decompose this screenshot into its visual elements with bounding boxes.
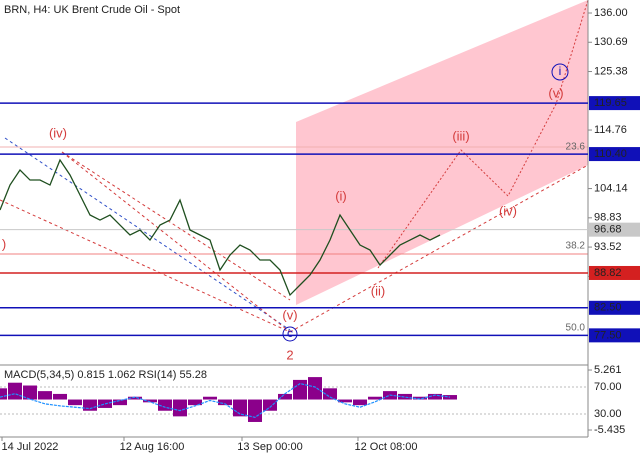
- macd-bar: [293, 379, 307, 400]
- y2-tick-label: 30.00: [594, 408, 622, 420]
- trend-lines: [0, 0, 589, 333]
- forecast-channel: [296, 0, 588, 305]
- y-tick-label: 98.83: [594, 212, 622, 224]
- macd-bar: [188, 399, 202, 406]
- macd-bar: [278, 393, 292, 400]
- trend-line: [0, 199, 291, 333]
- macd-bar: [218, 399, 232, 406]
- x-tick-label: 14 Jul 2022: [2, 441, 59, 453]
- macd-bar: [368, 396, 382, 400]
- price-line: [0, 158, 441, 297]
- macd-bar: [353, 399, 367, 406]
- wave-label: (v): [282, 307, 297, 322]
- x-tick-label: 12 Aug 16:00: [120, 441, 185, 453]
- macd-bar: [38, 391, 52, 400]
- fib-label: 23.6: [566, 142, 586, 153]
- macd-bar: [128, 396, 142, 400]
- y-tick-label: 114.76: [594, 124, 627, 136]
- level-label-box: [589, 265, 640, 280]
- level-label-box: [589, 328, 640, 343]
- level-label: 110.40: [594, 148, 627, 160]
- y-tick-label: 130.69: [594, 36, 628, 48]
- macd-bar: [8, 382, 22, 400]
- y-tick-label: 5.261: [594, 364, 622, 376]
- y-tick-label: -5.435: [594, 424, 625, 436]
- macd-bar: [68, 399, 82, 406]
- y-tick-label: 136.00: [594, 7, 628, 19]
- macd-bar: [143, 399, 157, 403]
- macd-bar: [248, 399, 262, 422]
- level-label: 82.50: [594, 302, 622, 314]
- level-label-box: [589, 96, 640, 111]
- wave-circle: [282, 326, 298, 342]
- wave-label: (v): [548, 85, 563, 100]
- macd-bar: [443, 395, 457, 400]
- level-label: 119.65: [594, 97, 627, 109]
- macd-bar: [323, 388, 337, 400]
- macd-bar: [53, 393, 67, 400]
- macd-bar: [428, 393, 442, 400]
- macd-bar: [83, 399, 97, 411]
- wave-circle: [551, 63, 569, 81]
- fib-label: 50.0: [566, 323, 586, 334]
- level-label-box: [589, 147, 640, 162]
- macd-bar: [308, 377, 322, 400]
- macd-bar: [158, 399, 172, 411]
- macd-bar: [23, 385, 37, 400]
- wave-label: ): [2, 236, 6, 251]
- level-label: 77.50: [594, 329, 622, 341]
- wave-label: (ii): [371, 283, 385, 298]
- level-label: 96.68: [594, 224, 622, 236]
- level-label-box: [589, 300, 640, 315]
- rsi-line: [0, 382, 451, 418]
- wave-label: c: [287, 326, 293, 340]
- fib-label: 38.2: [566, 241, 586, 252]
- y-tick-label: 93.52: [594, 241, 622, 253]
- macd-bar: [413, 396, 427, 400]
- macd-bar: [263, 399, 277, 411]
- wave-path: [377, 0, 589, 269]
- macd-bar: [203, 396, 217, 400]
- chart-title: BRN, H4: UK Brent Crude Oil - Spot: [4, 4, 180, 16]
- x-tick-label: 12 Oct 08:00: [355, 441, 418, 453]
- wave-label: i: [559, 64, 562, 78]
- macd-bar: [113, 399, 127, 406]
- wave-label: (iv): [49, 125, 67, 140]
- y2-tick-label: 70.00: [594, 381, 622, 393]
- trend-line: [61, 151, 291, 333]
- trend-line: [289, 164, 589, 333]
- macd-bar: [173, 399, 187, 417]
- level-label: 88.82: [594, 267, 622, 279]
- macd-bar: [0, 388, 7, 400]
- indicator-label: MACD(5,34,5) 0.815 1.062 RSI(14) 55.28: [4, 369, 207, 381]
- level-label-box: [589, 222, 640, 237]
- wave-label: (iv): [499, 203, 517, 218]
- wave-label: (i): [335, 188, 347, 203]
- wave-label: 2: [286, 347, 293, 362]
- x-tick-label: 13 Sep 00:00: [237, 441, 302, 453]
- macd-bar: [398, 393, 412, 400]
- y-tick-label: 125.38: [594, 65, 628, 77]
- wave-label: (iii): [452, 128, 469, 143]
- y-tick-label: 104.14: [594, 182, 628, 194]
- macd-bar: [233, 399, 247, 417]
- macd-bar: [338, 399, 352, 403]
